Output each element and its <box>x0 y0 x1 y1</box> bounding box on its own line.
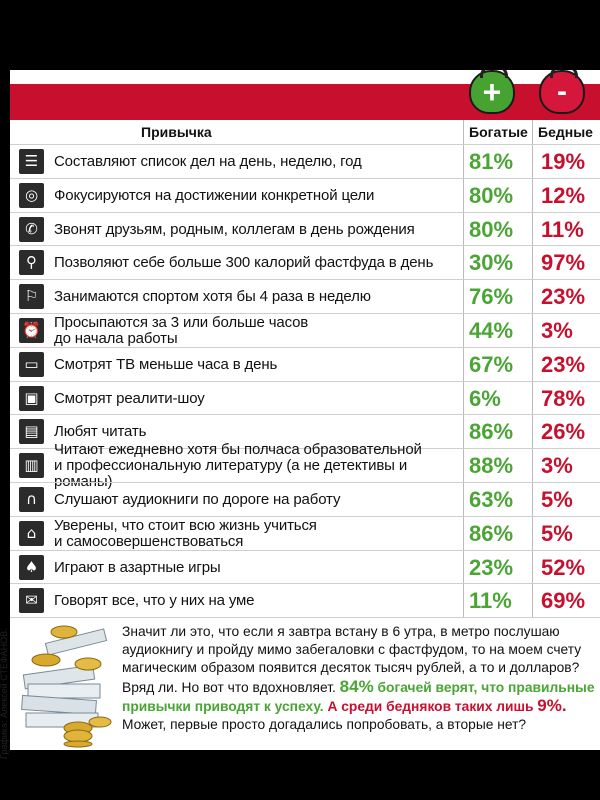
tv-show-icon: ▣ <box>19 385 44 411</box>
footer-red-text: А среди бедняков таких лишь <box>323 698 538 714</box>
habit-label: Читают ежедневно хотя бы полчаса образов… <box>54 441 422 491</box>
graduation-cap-icon: ⌂ <box>19 520 44 546</box>
poor-percent: 23% <box>541 351 586 377</box>
infographic-sheet: + - Привычка Богатые Бедные ☰ Составляют … <box>10 70 600 750</box>
table-row: ⏰ Просыпаются за 3 или больше часов до на… <box>10 313 600 348</box>
book-icon: ▤ <box>19 419 44 445</box>
poor-percent: 11% <box>541 216 584 242</box>
poor-percent: 3% <box>541 318 573 343</box>
poor-percent: 52% <box>541 554 586 580</box>
habit-label: Смотрят реалити-шоу <box>54 389 205 407</box>
poor-percent: 19% <box>541 149 586 174</box>
poor-purse-icon: - <box>539 70 585 114</box>
rich-percent: 86% <box>469 520 514 546</box>
rich-percent: 80% <box>469 182 514 208</box>
reading-book-icon: ▥ <box>19 453 44 479</box>
rich-percent: 11% <box>469 588 512 614</box>
rich-percent: 76% <box>469 284 514 310</box>
table-row: ▥ Читают ежедневно хотя бы полчаса образо… <box>10 441 600 491</box>
poor-percent: 69% <box>541 588 586 614</box>
table-row: ✉ Говорят все, что у них на уме 11% 69% <box>10 583 600 618</box>
habit-label: Слушают аудиокниги по дороге на работу <box>54 491 341 508</box>
rich-percent: 23% <box>469 554 514 580</box>
target-icon: ◎ <box>19 182 44 208</box>
habit-label: Говорят все, что у них на уме <box>54 592 255 610</box>
footer-green-text: богачей верят, что правильные привычки п… <box>122 679 595 714</box>
table-row: ◎ Фокусируются на достижении конкретной ц… <box>10 177 600 213</box>
column-divider <box>463 120 464 617</box>
habit-label: Звонят друзьям, родным, коллегам в день … <box>54 220 415 238</box>
speech-bubble-icon: ✉ <box>19 588 44 614</box>
habit-label: Играют в азартные игры <box>54 558 221 576</box>
table-row: ∩ Слушают аудиокниги по дороге на работу 6… <box>10 482 600 517</box>
poor-percent: 97% <box>541 250 586 276</box>
graphics-credit: Графика: Алексей СТЕФАНОВ. <box>0 628 9 759</box>
poor-percent: 26% <box>541 419 586 445</box>
poor-percent: 78% <box>541 385 586 411</box>
habit-label: Фокусируются на достижении конкретной це… <box>54 186 375 204</box>
rich-percent: 80% <box>469 216 514 242</box>
footer-text-2: Может, первые просто догадались попробов… <box>122 717 527 733</box>
footer-paragraph: Значит ли это, что если я завтра встану … <box>122 623 597 734</box>
rich-percent: 63% <box>469 487 514 512</box>
phone-icon: ✆ <box>19 216 44 242</box>
table-row: ✆ Звонят друзьям, родным, коллегам в день… <box>10 211 600 247</box>
rich-percent: 44% <box>469 318 514 343</box>
poor-percent: 5% <box>541 487 573 512</box>
checklist-icon: ☰ <box>19 149 44 174</box>
poor-percent: 5% <box>541 520 573 546</box>
money-stack-icon <box>21 625 112 748</box>
rich-percent: 86% <box>469 419 514 445</box>
column-header-habit: Привычка <box>141 124 212 140</box>
habit-label: Позволяют себе больше 300 калорий фастфу… <box>54 254 434 272</box>
poor-percent: 3% <box>541 453 573 479</box>
spade-icon: ♠ <box>19 554 44 580</box>
alarm-clock-icon: ⏰ <box>19 318 44 343</box>
rich-percent: 81% <box>469 149 514 174</box>
habit-label: Любят читать <box>54 423 147 441</box>
table-row: ♠ Играют в азартные игры 23% 52% <box>10 549 600 585</box>
habit-label: Составляют список дел на день, неделю, г… <box>54 153 362 170</box>
table-row: ▭ Смотрят ТВ меньше часа в день 67% 23% <box>10 346 600 382</box>
runner-icon: ⚐ <box>19 284 44 310</box>
table-row: ☰ Составляют список дел на день, неделю, … <box>10 144 600 179</box>
headphones-icon: ∩ <box>19 487 44 512</box>
minus-symbol: - <box>557 75 567 108</box>
plus-symbol: + <box>482 74 502 110</box>
footer-green-percent: 84% <box>339 676 374 696</box>
rich-percent: 67% <box>469 351 514 377</box>
footer-text-1: Значит ли это, что если я завтра встану … <box>122 624 582 695</box>
table-row: ⌂ Уверены, что стоит всю жизнь учиться и … <box>10 515 600 551</box>
habit-label: Смотрят ТВ меньше часа в день <box>54 355 278 373</box>
footer-red-percent: 9%. <box>537 695 567 715</box>
rich-purse-icon: + <box>469 70 515 114</box>
habit-label: Занимаются спортом хотя бы 4 раза в неде… <box>54 288 371 306</box>
table-row: ▣ Смотрят реалити-шоу 6% 78% <box>10 380 600 416</box>
column-header-rich: Богатые <box>469 124 528 140</box>
column-header-poor: Бедные <box>538 124 593 140</box>
tv-icon: ▭ <box>19 351 44 377</box>
table-row: ⚐ Занимаются спортом хотя бы 4 раза в нед… <box>10 279 600 314</box>
habit-label: Уверены, что стоит всю жизнь учиться и с… <box>54 516 317 550</box>
rich-percent: 30% <box>469 250 514 276</box>
poor-percent: 23% <box>541 284 586 310</box>
rich-percent: 88% <box>469 453 514 479</box>
footer-note: Значит ли это, что если я завтра встану … <box>10 617 600 750</box>
column-headers: Привычка Богатые Бедные <box>10 120 600 144</box>
habit-label: Просыпаются за 3 или больше часов до нач… <box>54 314 309 347</box>
fastfood-icon: ⚲ <box>19 250 44 276</box>
poor-percent: 12% <box>541 182 586 208</box>
table-row: ▤ Любят читать 86% 26% <box>10 414 600 449</box>
table-row: ⚲ Позволяют себе больше 300 калорий фастф… <box>10 245 600 280</box>
column-divider <box>532 120 533 617</box>
rich-percent: 6% <box>469 385 501 411</box>
